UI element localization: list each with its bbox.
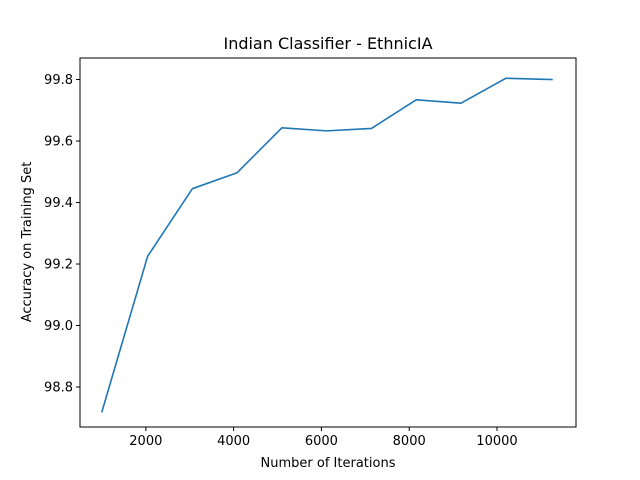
plot-area: 2000 4000 6000 8000 10000 98.8 99.0 99.2 99.4 99.…: [44, 57, 577, 449]
chart-title: Indian Classifier - EthnicIA: [223, 34, 432, 53]
x-tick-label: 4000: [217, 434, 250, 449]
x-tick-label: 10000: [476, 434, 517, 449]
y-tick-label: 98.8: [44, 381, 73, 396]
y-tick-label: 99.0: [44, 319, 73, 334]
y-tick-label: 99.6: [44, 135, 73, 150]
x-axis-label: Number of Iterations: [261, 456, 396, 471]
y-axis-label: Accuracy on Training Set: [20, 162, 35, 323]
x-tick-label: 2000: [129, 434, 162, 449]
x-tick-label: 6000: [305, 434, 338, 449]
y-tick-label: 99.8: [44, 73, 73, 88]
y-tick-label: 99.2: [44, 258, 73, 273]
x-tick-label: 8000: [393, 434, 426, 449]
series-line-0: [100, 77, 553, 413]
y-tick-label: 99.4: [44, 196, 73, 211]
axes-frame: [79, 57, 577, 428]
